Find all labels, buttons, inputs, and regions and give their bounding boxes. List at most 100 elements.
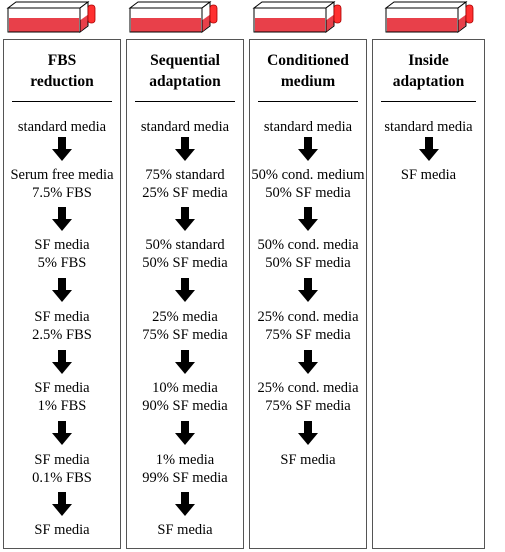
column-title-line: Sequential	[127, 50, 243, 71]
media-step: 25% cond. media 75% SF media	[250, 379, 366, 415]
media-step-line: 50% SF media	[127, 254, 243, 272]
media-step-line: SF media	[4, 236, 120, 254]
down-arrow-icon	[52, 421, 72, 445]
column-title: Conditioned medium	[250, 50, 366, 92]
media-step: SF media	[250, 451, 366, 469]
media-step-line: SF media	[373, 166, 484, 184]
down-arrow-icon	[52, 137, 72, 161]
culture-flask-icon	[384, 0, 474, 34]
down-arrow-icon	[175, 137, 195, 161]
column-title-line: adaptation	[127, 71, 243, 92]
media-step-line: 1% media	[127, 451, 243, 469]
media-step: standard media	[4, 118, 120, 136]
media-step-line: standard media	[4, 118, 120, 136]
media-step-line: 99% SF media	[127, 469, 243, 487]
media-step: SF media	[127, 521, 243, 539]
column-title-line: Inside	[373, 50, 484, 71]
media-step-line: 90% SF media	[127, 397, 243, 415]
media-step: Serum free media 7.5% FBS	[4, 166, 120, 202]
media-step: SF media	[373, 166, 484, 184]
media-step: SF media 2.5% FBS	[4, 308, 120, 344]
media-step: SF media	[4, 521, 120, 539]
down-arrow-icon	[298, 137, 318, 161]
media-step-line: 5% FBS	[4, 254, 120, 272]
column-title-line: FBS	[4, 50, 120, 71]
culture-flask-icon	[6, 0, 96, 34]
media-step: standard media	[250, 118, 366, 136]
title-divider	[258, 101, 358, 102]
media-step: 50% cond. media 50% SF media	[250, 236, 366, 272]
down-arrow-icon	[298, 207, 318, 231]
media-step-line: 2.5% FBS	[4, 326, 120, 344]
media-step-line: standard media	[127, 118, 243, 136]
media-step-line: 25% cond. media	[250, 308, 366, 326]
media-step: SF media 0.1% FBS	[4, 451, 120, 487]
column-title-line: medium	[250, 71, 366, 92]
title-divider	[135, 101, 235, 102]
media-step-line: standard media	[250, 118, 366, 136]
media-step-line: 75% SF media	[250, 397, 366, 415]
media-step: SF media 5% FBS	[4, 236, 120, 272]
media-step-line: 1% FBS	[4, 397, 120, 415]
method-column: Inside adaptation standard media SF media	[372, 39, 485, 549]
media-step-line: 50% cond. medium	[250, 166, 366, 184]
media-step-line: 50% SF media	[250, 254, 366, 272]
down-arrow-icon	[175, 207, 195, 231]
media-step-line: 50% cond. media	[250, 236, 366, 254]
column-title-line: Conditioned	[250, 50, 366, 71]
down-arrow-icon	[52, 207, 72, 231]
down-arrow-icon	[175, 492, 195, 516]
column-title-line: reduction	[4, 71, 120, 92]
down-arrow-icon	[52, 278, 72, 302]
media-step-line: 10% media	[127, 379, 243, 397]
method-column: Conditioned medium standard media 50% cond.…	[249, 39, 367, 549]
media-step-line: 7.5% FBS	[4, 184, 120, 202]
media-step: standard media	[127, 118, 243, 136]
media-step: standard media	[373, 118, 484, 136]
media-step-line: SF media	[127, 521, 243, 539]
down-arrow-icon	[52, 492, 72, 516]
column-title: Inside adaptation	[373, 50, 484, 92]
method-column: FBS reduction standard media Serum free med…	[3, 39, 121, 549]
media-step: 75% standard 25% SF media	[127, 166, 243, 202]
title-divider	[12, 101, 112, 102]
media-step-line: SF media	[4, 451, 120, 469]
culture-flask-icon	[252, 0, 342, 34]
media-step-line: 75% standard	[127, 166, 243, 184]
media-step-line: standard media	[373, 118, 484, 136]
media-step-line: SF media	[250, 451, 366, 469]
media-step-line: 25% SF media	[127, 184, 243, 202]
title-divider	[381, 101, 476, 102]
down-arrow-icon	[419, 137, 439, 161]
media-step-line: 75% SF media	[250, 326, 366, 344]
media-step-line: 0.1% FBS	[4, 469, 120, 487]
media-step: 25% media 75% SF media	[127, 308, 243, 344]
down-arrow-icon	[298, 278, 318, 302]
column-title: Sequential adaptation	[127, 50, 243, 92]
column-title: FBS reduction	[4, 50, 120, 92]
media-step-line: SF media	[4, 308, 120, 326]
column-title-line: adaptation	[373, 71, 484, 92]
media-step-line: SF media	[4, 521, 120, 539]
media-step-line: 75% SF media	[127, 326, 243, 344]
media-step: 50% standard 50% SF media	[127, 236, 243, 272]
down-arrow-icon	[175, 278, 195, 302]
down-arrow-icon	[175, 421, 195, 445]
media-step: 25% cond. media 75% SF media	[250, 308, 366, 344]
down-arrow-icon	[175, 350, 195, 374]
down-arrow-icon	[298, 350, 318, 374]
media-step: SF media 1% FBS	[4, 379, 120, 415]
media-step-line: 25% cond. media	[250, 379, 366, 397]
media-step-line: 50% standard	[127, 236, 243, 254]
method-column: Sequential adaptation standard media 75% st…	[126, 39, 244, 549]
media-step: 50% cond. medium 50% SF media	[250, 166, 366, 202]
media-step-line: 50% SF media	[250, 184, 366, 202]
culture-flask-icon	[128, 0, 218, 34]
media-step: 10% media 90% SF media	[127, 379, 243, 415]
media-step: 1% media 99% SF media	[127, 451, 243, 487]
media-step-line: 25% media	[127, 308, 243, 326]
down-arrow-icon	[52, 350, 72, 374]
media-step-line: Serum free media	[4, 166, 120, 184]
down-arrow-icon	[298, 421, 318, 445]
media-step-line: SF media	[4, 379, 120, 397]
